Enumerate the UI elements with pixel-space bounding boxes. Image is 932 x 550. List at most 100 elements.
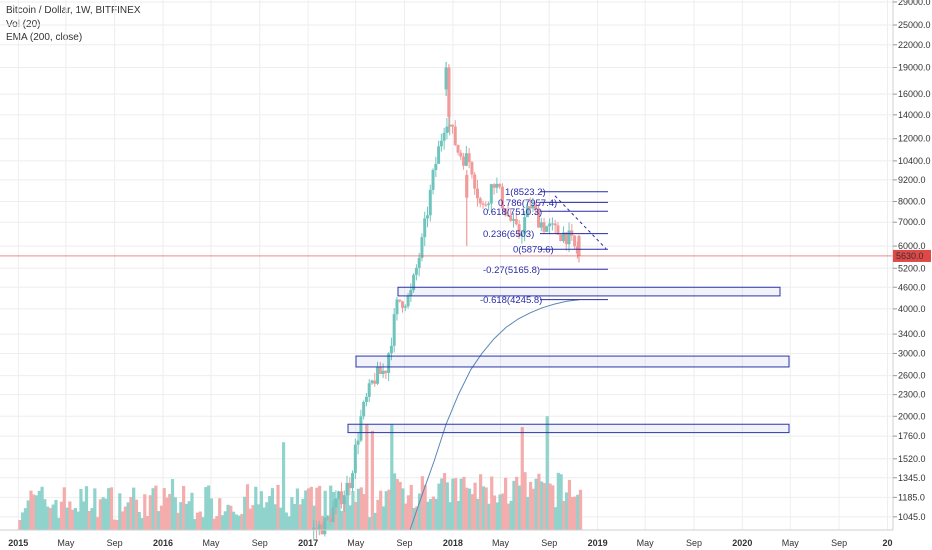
ema-line: [409, 299, 580, 531]
volume-bar: [359, 487, 363, 530]
volume-bar: [462, 476, 466, 530]
candle-body: [487, 203, 491, 205]
candle-body: [376, 366, 380, 384]
candle-body: [412, 274, 416, 291]
volume-bar: [248, 508, 252, 530]
volume-bar: [279, 507, 283, 530]
volume-bar: [368, 517, 372, 530]
volume-bar: [570, 496, 574, 530]
support-zones: [347, 286, 790, 434]
volume-bar: [229, 505, 233, 530]
volume-bar: [559, 474, 563, 530]
volume-bar: [68, 501, 72, 530]
candle-body: [450, 124, 454, 127]
candle-body: [323, 518, 327, 535]
volume-bar: [467, 488, 472, 530]
candle-body: [561, 232, 565, 242]
time-tick-label: May: [347, 538, 365, 548]
candle-body: [453, 126, 457, 146]
volume-bar: [120, 511, 125, 530]
price-tick-label: 4000.0: [898, 304, 926, 314]
time-tick-label: 2020: [732, 538, 752, 548]
price-axis[interactable]: 29000.0 25000.0 22000.0 19000.0 16000.0 14000…: [892, 0, 931, 530]
volume-bar: [415, 506, 419, 530]
candle-body-key: [577, 236, 581, 256]
volume-bar: [442, 473, 447, 530]
volume-bar: [484, 487, 488, 530]
volume-bar: [43, 499, 47, 530]
volume-bar: [215, 516, 219, 530]
volume-bar: [287, 516, 291, 530]
candle-body: [314, 527, 318, 530]
volume-bar: [226, 504, 230, 530]
fib-label: 0(5879.6): [513, 245, 554, 256]
candle-body: [348, 482, 352, 489]
volume-bar: [32, 494, 36, 530]
candle-body: [470, 162, 474, 175]
price-tick-label: 7000.0: [898, 217, 926, 227]
volume-bar: [46, 506, 50, 530]
volume-bar: [323, 490, 327, 530]
volume-bar: [451, 478, 455, 530]
volume-bar: [376, 499, 380, 530]
candle-body: [484, 204, 488, 206]
time-tick-label: Sep: [831, 538, 847, 548]
volume-bar: [90, 508, 94, 530]
support-zone-2: [355, 355, 790, 368]
time-axis[interactable]: 2015 May Sep 2016 May Sep 2017 May Sep 2018 May Sep…: [0, 529, 893, 548]
volume-bar: [551, 485, 555, 530]
candle-body: [567, 230, 571, 245]
volume-bar: [262, 507, 266, 530]
volume-bar: [470, 494, 474, 530]
volume-bar: [251, 505, 255, 530]
candle-body: [506, 215, 510, 217]
volume-bar: [459, 478, 463, 530]
volume-bar: [404, 503, 408, 530]
volume-bar: [340, 510, 344, 530]
candle-body: [331, 507, 335, 522]
candle-body: [498, 183, 502, 187]
current-price-label: 5630.0: [896, 251, 924, 261]
volume-bar: [95, 517, 100, 530]
time-tick-label: Sep: [396, 538, 412, 548]
candle-body: [534, 205, 538, 210]
candle-body: [492, 184, 496, 188]
volume-bar: [356, 488, 361, 530]
volume-bar: [151, 488, 155, 530]
volume-bar: [209, 498, 213, 530]
candle-body: [548, 223, 552, 227]
time-tick-label: 2017: [298, 538, 318, 548]
volume-bar: [82, 501, 86, 530]
volume-bar: [187, 501, 191, 530]
time-tick-label: May: [57, 538, 75, 548]
candle-body: [387, 353, 391, 374]
volume-bar: [18, 519, 22, 530]
volume-bar: [540, 481, 544, 530]
volume-bar: [182, 485, 186, 530]
volume-bar: [29, 490, 33, 530]
volume-bar: [345, 487, 349, 530]
volume-bar: [381, 506, 386, 530]
candle-body: [520, 233, 524, 237]
price-tick-label: 2600.0: [898, 371, 926, 381]
volume-bar: [259, 491, 263, 530]
candle-body: [351, 473, 355, 489]
volume-bar: [576, 494, 580, 530]
volume-bar: [273, 504, 277, 530]
current-price-badge: [893, 249, 931, 262]
candle-body: [473, 174, 477, 189]
candle-body: [509, 215, 513, 221]
volume-bar: [312, 505, 316, 530]
candle-body: [414, 267, 418, 275]
volume-bar: [351, 491, 355, 530]
volume-bar: [193, 519, 197, 530]
volume-bars: [18, 416, 583, 530]
candle-body: [564, 232, 568, 245]
volume-bar: [21, 512, 25, 530]
volume-bar: [556, 472, 560, 530]
candle-body-key: [465, 174, 469, 198]
volume-bar: [207, 485, 211, 530]
volume-bar: [129, 497, 133, 530]
time-tick-label: Sep: [541, 538, 557, 548]
